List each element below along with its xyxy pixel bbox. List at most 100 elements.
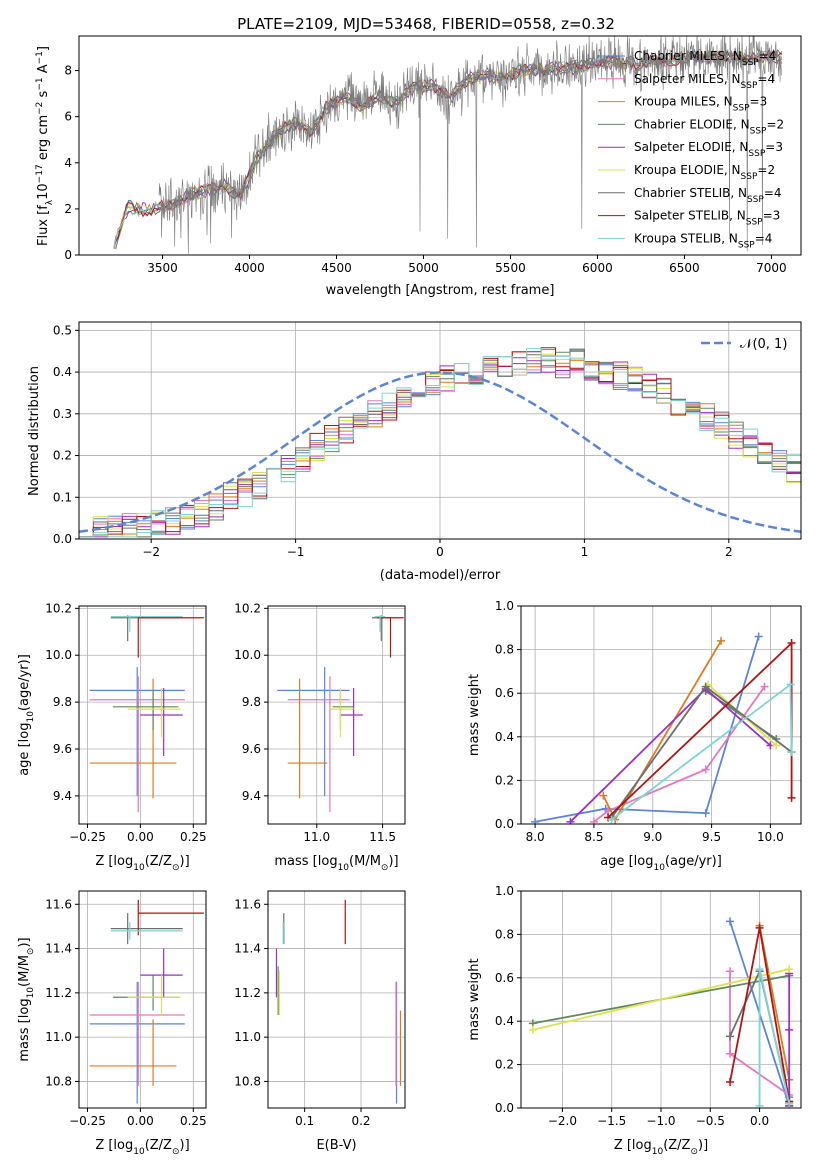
mass-vs-ebv-xlabel: E(B-V) [316, 1138, 356, 1153]
weight-vs-Z-series-5 [532, 968, 790, 1031]
legend-label-2-part: =3 [750, 95, 768, 109]
residuals-ytick-label: 0.5 [53, 323, 72, 337]
spectrum-ylabel-part: −2 [35, 102, 45, 115]
weight-vs-Z-marker-8 [755, 965, 764, 974]
weight-vs-age-marker-2 [599, 791, 608, 800]
weight-vs-age-marker-0 [701, 809, 710, 818]
weight-vs-Z-xtick-label: −0.5 [696, 1114, 725, 1128]
weight-vs-age-frame [520, 605, 802, 825]
weight-vs-age-series-0 [534, 636, 760, 823]
mass-vs-ebv-xtick-label: 0.2 [351, 1114, 370, 1128]
legend-label-7: Salpeter STELIB, NSSP=3 [634, 209, 780, 228]
residuals-xtick-label: −1 [287, 545, 305, 559]
weight-vs-age-marker-1 [701, 765, 710, 774]
legend-label-1-part: SSP [741, 81, 758, 91]
age-vs-Z-ytick-label: 10.2 [45, 601, 72, 615]
legend-label-8-part: =4 [755, 231, 773, 245]
weight-vs-age-xlabel-part: age [log [600, 854, 653, 869]
legend-label-5: Kroupa ELODIE, NSSP=2 [634, 163, 775, 182]
mass-vs-Z-ylabel-part: )] [17, 937, 32, 947]
spectrum-frame [78, 35, 802, 256]
mass-vs-Z-ytick-label: 11.6 [45, 897, 72, 911]
mass-vs-Z-xtick-label: 0.25 [180, 1114, 207, 1128]
weight-vs-age-series-1 [593, 686, 766, 823]
mass-vs-ebv-ytick-label: 11.0 [234, 1030, 261, 1044]
weight-vs-Z-marker-1 [726, 967, 735, 976]
age-vs-mass-frame [267, 605, 406, 825]
residuals-ytick-label: 0.1 [53, 490, 72, 504]
gaussian-legend-label: 𝒩(0, 1) [740, 337, 787, 352]
legend-label-1: Salpeter MILES, NSSP=4 [634, 72, 775, 91]
weight-vs-age-ytick-label: 0.0 [495, 817, 514, 831]
age-vs-mass-ytick-label: 10.2 [234, 601, 261, 615]
observed-spectrum [158, 36, 782, 254]
mass-vs-Z-xlabel-part: 10 [133, 1147, 145, 1157]
mass-vs-Z-xtick-label: −0.25 [69, 1114, 106, 1128]
weight-vs-age-ytick-label: 1.0 [495, 599, 514, 613]
weight-vs-age-xtick-label: 8.0 [526, 830, 545, 844]
mass-vs-Z-xlabel-part: ⊙ [172, 1147, 180, 1157]
residuals-xtick-label: −2 [142, 545, 160, 559]
weight-vs-Z-marker-1 [726, 1049, 735, 1058]
age-vs-Z-xlabel-part: )] [180, 854, 190, 869]
weight-vs-age-xtick-label: 8.5 [584, 830, 603, 844]
age-vs-Z-ylabel-part: (age/yr)] [17, 654, 32, 711]
age-vs-Z-plot-area [79, 606, 206, 824]
spectrum-ytick-label: 8 [64, 64, 72, 78]
weight-vs-age-xtick-label: 10.0 [757, 830, 784, 844]
age-vs-Z-frame [78, 605, 207, 825]
spectrum-xtick-label: 5000 [408, 261, 439, 275]
spectrum-ylabel-part: A [36, 64, 51, 77]
age-vs-mass: 11.0 11.5 9.4 9.6 9.8 10.0 10.2 mass [log10(M/M… [234, 601, 406, 873]
mass-vs-ebv-ytick-label: 11.6 [234, 897, 261, 911]
legend-label-1-part: Salpeter MILES, N [634, 72, 741, 86]
age-vs-Z-xlabel-part: Z [log [95, 854, 133, 869]
legend-label-2: Kroupa MILES, NSSP=3 [634, 95, 767, 114]
age-vs-Z-ytick-label: 9.8 [53, 695, 72, 709]
residuals-xtick-label: 1 [581, 545, 589, 559]
weight-vs-age-ytick-label: 0.8 [495, 643, 514, 657]
weight-vs-Z-ytick-label: 0.6 [495, 971, 514, 985]
mass-vs-Z-plot-area [79, 891, 206, 1108]
age-vs-Z-ytick-label: 9.4 [53, 789, 72, 803]
residuals-xtick-label: 2 [725, 545, 733, 559]
weight-vs-age-marker-6 [701, 682, 710, 691]
mass-vs-ebv-ytick-label: 10.8 [234, 1074, 261, 1088]
spectrum-ytick-label: 4 [64, 156, 72, 170]
spectrum-ylabel-part: Flux [f [36, 205, 51, 246]
weight-vs-age-ytick-label: 0.4 [495, 730, 514, 744]
spectrum-xtick-label: 3500 [147, 261, 178, 275]
spectrum-ylabel-part: −1 [35, 77, 45, 90]
weight-vs-age-xtick-label: 9.0 [643, 830, 662, 844]
spectrum-ytick-label: 0 [64, 248, 72, 262]
age-vs-mass-ytick-label: 10.0 [234, 648, 261, 662]
mass-vs-Z-ytick-label: 11.4 [45, 942, 72, 956]
weight-vs-Z-ytick-label: 0.2 [495, 1058, 514, 1072]
residuals-ytick-label: 0.0 [53, 532, 72, 546]
spectrum-xtick-label: 4500 [321, 261, 352, 275]
mass-vs-ebv-frame [267, 890, 406, 1109]
legend-label-6: Chabrier STELIB, NSSP=4 [634, 186, 782, 205]
mass-vs-Z-ylabel-part: ⊙ [26, 948, 36, 956]
age-vs-mass-xlabel: mass [log10(M/M⊙)] [274, 854, 398, 873]
legend-label-0: Chabrier MILES, NSSP=4 [634, 49, 776, 68]
age-vs-Z-xlabel: Z [log10(Z/Z⊙)] [95, 854, 189, 873]
histogram-8 [79, 348, 801, 538]
weight-vs-Z-xlabel: Z [log10(Z/Z⊙)] [614, 1138, 708, 1157]
weight-vs-age-marker-2 [717, 636, 725, 645]
spectrum-xtick-label: 5500 [495, 261, 526, 275]
mass-vs-Z-xlabel-part: )] [180, 1138, 190, 1153]
age-vs-Z-xlabel-part: ⊙ [172, 863, 180, 873]
weight-vs-Z-xlabel-part: (Z/Z [663, 1138, 690, 1153]
legend-label-4: Salpeter ELODIE, NSSP=3 [634, 140, 783, 159]
legend-label-5-part: Kroupa ELODIE, N [634, 163, 741, 177]
age-vs-Z-ylabel-part: age [log [17, 723, 32, 776]
mass-vs-ebv-ytick-label: 11.2 [234, 986, 261, 1000]
residuals-ytick-label: 0.3 [53, 407, 72, 421]
legend-label-4-part: =3 [765, 140, 783, 154]
spectrum-plot-area [113, 36, 783, 254]
age-vs-mass-plot-area [268, 606, 405, 824]
legend-label-8-part: Kroupa STELIB, N [634, 231, 738, 245]
mass-vs-Z-xlabel-part: (Z/Z [145, 1138, 172, 1153]
